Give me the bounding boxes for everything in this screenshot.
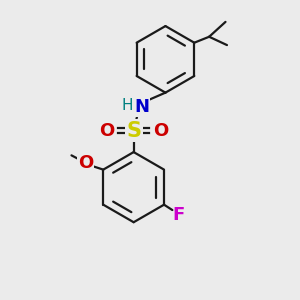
Text: N: N bbox=[134, 98, 149, 116]
Text: O: O bbox=[99, 122, 114, 140]
Text: O: O bbox=[78, 154, 93, 172]
Text: S: S bbox=[126, 121, 141, 141]
Text: H: H bbox=[122, 98, 134, 113]
Text: F: F bbox=[172, 206, 184, 224]
Text: O: O bbox=[153, 122, 169, 140]
